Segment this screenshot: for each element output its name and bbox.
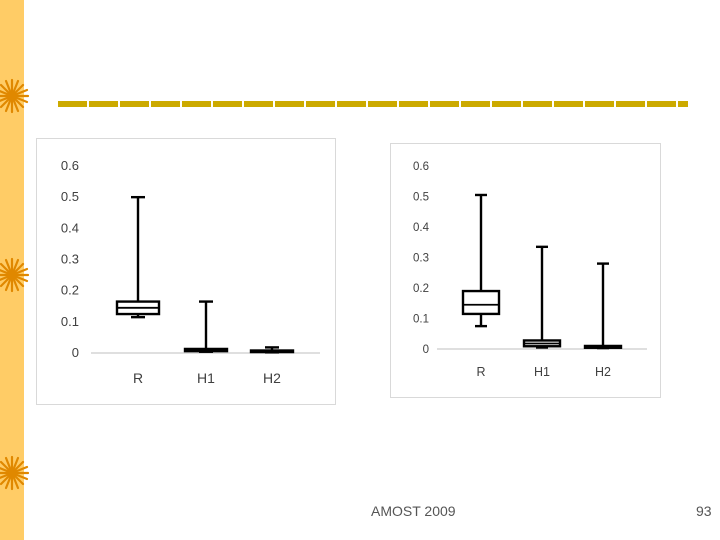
y-tick-label: 0.4 — [61, 220, 79, 235]
category-label: R — [476, 365, 485, 379]
y-tick-label: 0.6 — [413, 161, 429, 173]
category-label: R — [133, 370, 143, 386]
y-tick-label: 0.4 — [413, 222, 430, 234]
category-label: H2 — [595, 365, 611, 379]
y-tick-label: 0.3 — [413, 253, 429, 265]
sun-icon — [0, 78, 30, 114]
category-label: H1 — [534, 365, 550, 379]
y-tick-label: 0.5 — [413, 192, 429, 204]
category-label: H1 — [197, 370, 215, 386]
boxplot-chart-right: 0 0.1 0.2 0.3 0.4 0.5 0.6 R H1 H2 — [390, 143, 661, 398]
footer-conference: AMOST 2009 — [371, 503, 456, 519]
y-tick-label: 0 — [72, 345, 79, 360]
y-tick-label: 0.1 — [413, 314, 429, 326]
title-rule — [58, 101, 688, 107]
sun-icon — [0, 455, 30, 491]
y-tick-label: 0.2 — [413, 283, 429, 295]
category-label: H2 — [263, 370, 281, 386]
box-iqr — [461, 289, 501, 316]
y-tick-label: 0.2 — [61, 283, 79, 298]
boxplot-svg-right: 0 0.1 0.2 0.3 0.4 0.5 0.6 R H1 H2 — [413, 161, 647, 379]
y-tick-label: 0.1 — [61, 314, 79, 329]
y-tick-label: 0 — [423, 344, 429, 356]
page-number: 93 — [696, 503, 712, 519]
boxplot-chart-left: 0 0.1 0.2 0.3 0.4 0.5 0.6 R H1 H2 — [36, 138, 336, 405]
y-tick-label: 0.6 — [61, 158, 79, 173]
boxplot-svg-left: 0 0.1 0.2 0.3 0.4 0.5 0.6 R H1 H2 — [61, 158, 320, 386]
sun-icon — [0, 257, 30, 293]
y-tick-label: 0.5 — [61, 189, 79, 204]
y-tick-label: 0.3 — [61, 252, 79, 267]
